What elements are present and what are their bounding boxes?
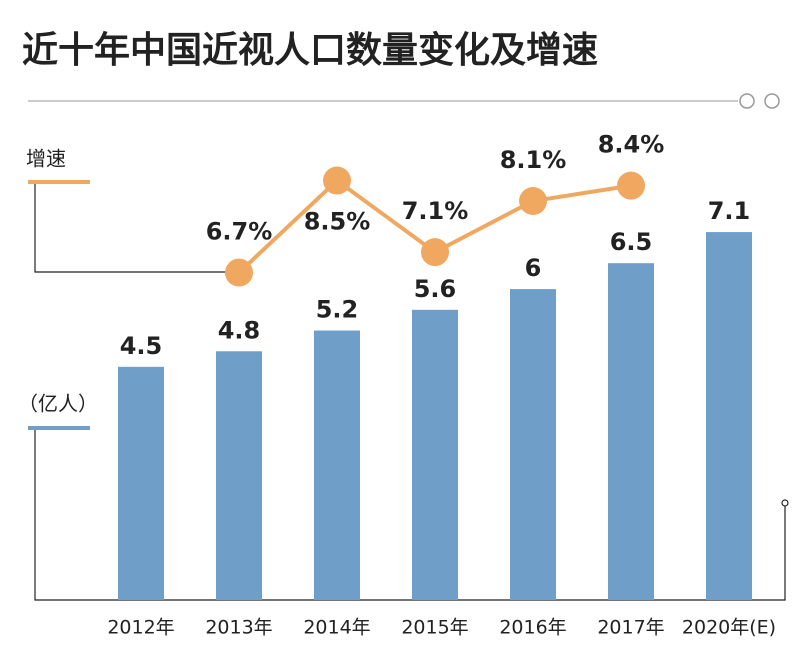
legend-label: （亿人）	[18, 392, 98, 416]
point	[617, 171, 645, 200]
bar	[412, 309, 458, 600]
bar	[510, 289, 556, 600]
decor-circle	[764, 93, 780, 109]
axis-line	[34, 430, 786, 601]
value-label: 5.6	[414, 275, 457, 303]
bar	[314, 330, 360, 600]
value-label: 6	[525, 254, 542, 282]
bar	[608, 263, 654, 600]
value-label: 4.5	[120, 332, 163, 360]
legend-connector	[34, 184, 230, 273]
x-tick-label: 2014年	[303, 617, 370, 639]
value-label: 6.7%	[206, 218, 273, 246]
legend-label: 增速	[26, 147, 66, 171]
decor-circle	[739, 93, 755, 109]
value-label: 7.1	[708, 197, 751, 225]
value-label: 4.8	[218, 316, 261, 344]
x-tick-label: 2020年(E)	[682, 617, 776, 639]
bar	[118, 366, 164, 600]
point	[519, 187, 547, 215]
x-tick-label: 2015年	[401, 617, 468, 639]
value-label: 6.5	[610, 228, 653, 256]
x-tick-label: 2013年	[205, 617, 272, 639]
x-tick-label: 2017年	[597, 617, 664, 639]
axis-end	[781, 499, 789, 507]
value-label: 8.5%	[304, 208, 371, 236]
value-label: 5.2	[316, 296, 359, 324]
value-label: 7.1%	[402, 197, 469, 225]
value-label: 8.4%	[598, 131, 665, 159]
point	[225, 258, 253, 287]
x-tick-label: 2016年	[499, 617, 566, 639]
bar	[706, 232, 752, 600]
bar	[216, 351, 262, 600]
point	[421, 238, 449, 267]
value-label: 8.1%	[500, 146, 567, 174]
chart-title: 近十年中国近视人口数量变化及增速	[22, 29, 598, 71]
x-tick-label: 2012年	[107, 617, 174, 639]
point	[323, 166, 351, 195]
